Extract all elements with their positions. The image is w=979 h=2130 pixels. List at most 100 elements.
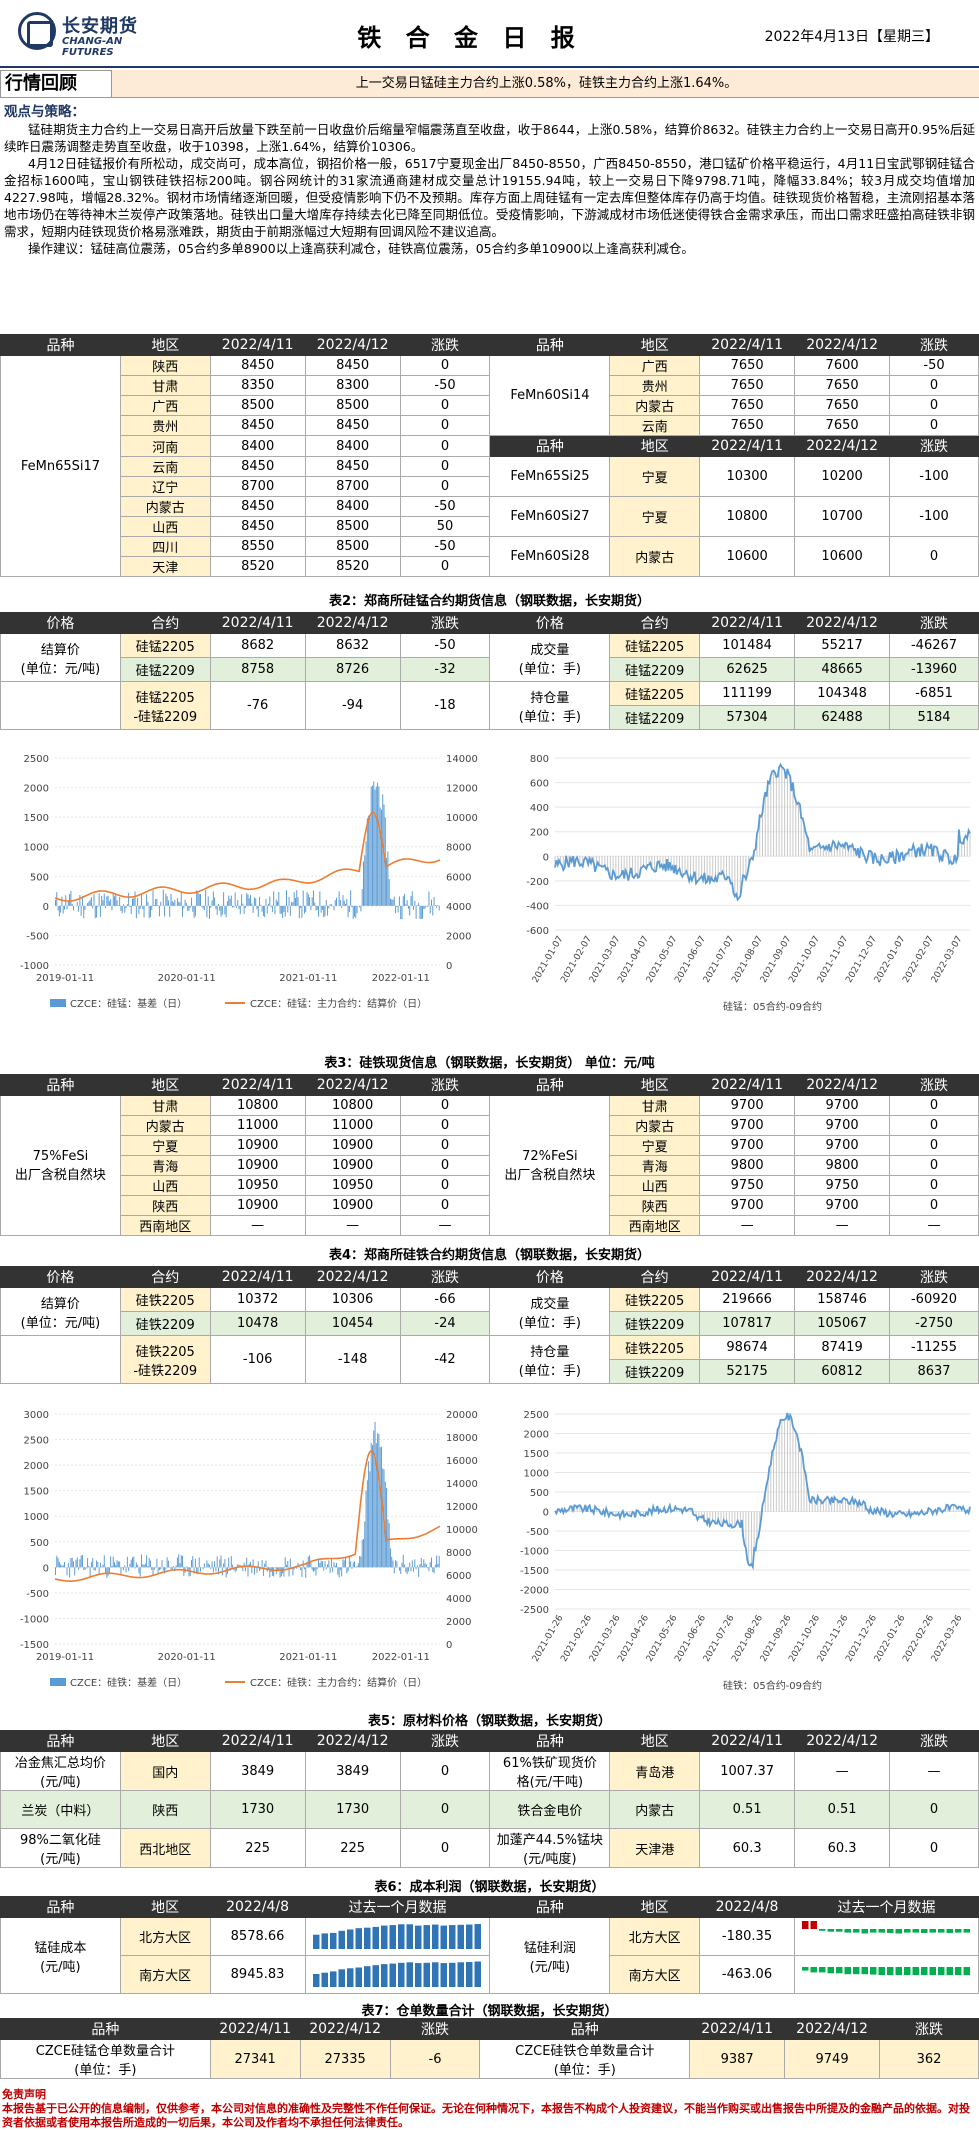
basis-bar [351,1567,353,1569]
table-cell: 9700 [794,1135,891,1156]
basis-bar [161,1560,163,1568]
basis-bar [184,899,186,906]
basis-bar [375,786,377,906]
basis-bar [428,1567,430,1572]
basis-bar [144,1563,146,1568]
basis-bar [271,1567,273,1576]
sparkline-bar [423,1924,431,1949]
basis-bar [363,1538,364,1568]
left-axis-tick: 0 [43,902,49,913]
table-cell: 9700 [699,1115,796,1136]
table-cell: 62625 [699,657,796,682]
table-cell: 111199 [699,681,796,706]
basis-bar [279,1567,281,1578]
basis-bar [337,1567,339,1575]
basis-bar [129,1563,131,1568]
basis-bar [280,905,282,915]
table-cell: 0 [399,1195,491,1216]
sparkline-bar [415,1962,422,1987]
right-axis-tick: 16000 [446,1456,478,1467]
right-axis-tick: 8000 [446,843,471,854]
basis-bar [429,1562,431,1568]
basis-bar [351,905,353,908]
table-cell: 硅铁2209 [609,1311,701,1336]
table-mnsi-spot: 品种 地区 2022/4/11 2022/4/12 涨跌 品种 地区 2022/4/11 202… [0,334,979,577]
basis-bar [103,1555,105,1568]
basis-bar [370,786,372,906]
strategy-paragraph-1: 锰硅期货主力合约上一交易日高开后放量下跌至前一日收盘价后缩量窄幅震荡直至收盘，收… [4,122,975,154]
basis-bar [174,899,176,906]
table-cell: 0 [889,1195,979,1216]
basis-bar [170,1567,172,1569]
table-cell: 西南地区 [609,1215,701,1236]
left-axis-tick: 1500 [24,813,49,824]
column-header: 品种 [0,2018,211,2040]
basis-bar [132,898,133,906]
basis-bar [277,1567,278,1572]
column-header: 地区 [609,1730,701,1752]
table-cell: 10478 [209,1311,306,1336]
basis-bar [361,1539,363,1568]
basis-bar [369,1471,371,1568]
basis-bar [395,905,397,914]
basis-bar [330,1557,332,1568]
column-header: 2022/4/12 [794,435,891,457]
table-cell: 8450 [209,415,306,436]
basis-bar [94,1567,96,1571]
basis-bar [203,905,205,911]
table-cell: 硅锰2209 [609,657,701,682]
basis-bar [406,1567,408,1575]
basis-bar [132,1557,133,1568]
basis-bar [354,905,355,917]
basis-bar [301,905,303,918]
basis-bar [343,1560,345,1568]
table-cell: 10700 [794,496,891,537]
basis-bar [257,905,259,917]
column-header: 品种 [0,1896,121,1918]
basis-bar [121,1567,123,1569]
row-label: 持仓量 (单位：手) [489,681,611,730]
basis-bar [197,1567,199,1575]
table-cell: 云南 [609,415,701,436]
table-cell: 0 [399,355,491,376]
table-cell: 8520 [304,556,401,577]
column-header: 地区 [119,1896,211,1918]
basis-bar [264,1563,266,1568]
basis-bar [167,900,169,906]
sparkline-bar [912,1928,920,1933]
basis-bar [234,892,236,906]
basis-bar [226,901,228,906]
basis-bar [83,1567,85,1571]
basis-bar [246,893,248,906]
basis-bar [324,905,326,917]
table-cell: 8637 [889,1359,979,1384]
basis-bar [303,905,305,914]
basis-bar [298,905,300,919]
table-row: CZCE硅锰仓单数量合计 (单位：手) 27341 27335 -6 CZCE硅铁仓单数量… [0,2039,979,2079]
table-cell: 7650 [699,415,796,436]
table-row: 天津 8520 8520 0 [1,556,979,577]
sparkline-bar [827,1928,835,1932]
basis-bar [225,1567,227,1578]
basis-bar [63,1561,65,1568]
basis-bar [217,1567,219,1575]
sparkline-bar [861,1928,869,1933]
sparkline-bar [381,1963,388,1987]
column-header: 价格 [0,1266,121,1288]
y-axis-tick: 600 [530,779,549,790]
sparkline-bar [802,1966,809,1971]
basis-bar [147,1566,149,1568]
basis-bar [235,1567,237,1571]
basis-bar [139,1567,141,1577]
right-axis-tick: 0 [446,1640,452,1651]
basis-bar [252,1559,254,1568]
sparkline-bar [364,1927,371,1949]
basis-bar [315,1567,317,1576]
column-header: 涨跌 [389,2018,481,2040]
table-row: 云南 8450 8450 0 FeMn65Si25 宁夏 10300 10200 -100 [1,456,979,497]
basis-bar [193,1567,195,1574]
basis-bar [380,809,382,906]
basis-bar [318,1558,320,1568]
basis-bar [55,1567,56,1576]
table-row: 品种 2022/4/11 2022/4/12 涨跌 品种 2022/4/11 2022/4/… [0,2018,979,2040]
